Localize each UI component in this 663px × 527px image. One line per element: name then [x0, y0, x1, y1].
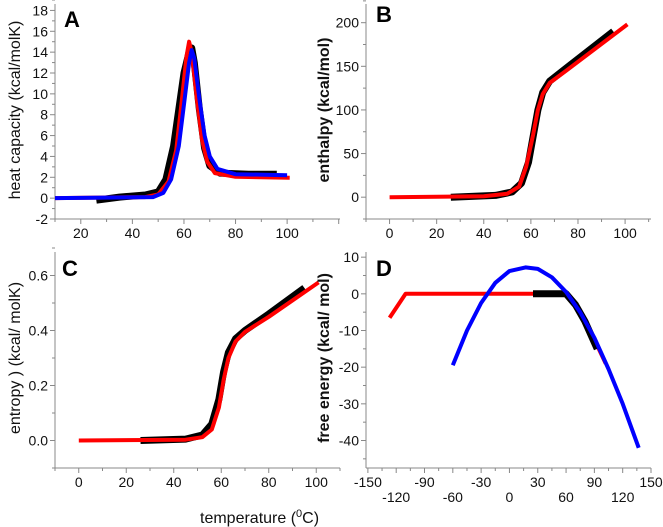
x-tick-label: 80	[228, 225, 244, 241]
panel-letter: D	[376, 256, 392, 281]
y-tick-label: 0.2	[29, 378, 49, 394]
x-tick-label: 40	[476, 225, 492, 241]
y-axis-label: entropy ) (kcal/ molK)	[7, 282, 24, 434]
y-tick-label: 0.4	[29, 323, 49, 339]
x-tick-label: 60	[213, 474, 229, 490]
x-tick-label: 0	[75, 474, 83, 490]
x-tick-label: 100	[613, 225, 637, 241]
x-tick-label: 60	[176, 225, 192, 241]
series-experimental	[450, 28, 616, 201]
y-tick-label: 8	[40, 107, 48, 123]
x-tick-label: 120	[611, 489, 635, 505]
y-tick-label: -40	[339, 433, 359, 449]
series-model-blue	[450, 265, 641, 449]
x-tick-label: 60	[558, 489, 574, 505]
x-axis-label: temperature (0C)	[200, 508, 319, 527]
y-axis-label: free energy (kcal/ mol)	[316, 273, 333, 443]
y-tick-label: 200	[336, 15, 360, 31]
y-axis-label: enthalpy (kcal/mol)	[316, 38, 333, 183]
x-tick-label: 20	[429, 225, 445, 241]
x-tick-label: -150	[354, 474, 382, 490]
x-tick-label: 100	[275, 225, 299, 241]
x-tick-label: -90	[414, 474, 434, 490]
y-tick-label: 18	[32, 2, 48, 18]
panel-letter: A	[64, 7, 80, 32]
series-model-red	[78, 280, 320, 443]
y-tick-label: 16	[32, 23, 48, 39]
x-tick-label: 40	[125, 225, 141, 241]
x-tick-label: 20	[73, 225, 89, 241]
x-tick-label: -120	[382, 489, 410, 505]
y-tick-label: 2	[40, 169, 48, 185]
y-tick-label: 0.0	[29, 433, 49, 449]
y-axis-label: heat capacity (kcal/molK)	[7, 21, 24, 200]
series-model-red	[54, 39, 290, 201]
y-tick-label: 0	[351, 286, 359, 302]
y-tick-label: 4	[40, 148, 48, 164]
x-tick-label: 150	[639, 474, 663, 490]
x-tick-label: 20	[118, 474, 134, 490]
series-experimental	[533, 290, 601, 351]
y-tick-label: 6	[40, 128, 48, 144]
y-tick-label: 12	[32, 65, 48, 81]
y-tick-label: 10	[32, 86, 48, 102]
y-tick-label: 10	[343, 249, 359, 265]
x-tick-label: -60	[443, 489, 463, 505]
y-tick-label: 0	[351, 189, 359, 205]
y-tick-label: 50	[343, 146, 359, 162]
x-tick-label: 80	[570, 225, 586, 241]
panel-letter: C	[62, 256, 78, 281]
y-tick-label: -20	[339, 359, 359, 375]
x-tick-label: -30	[471, 474, 491, 490]
x-tick-label: 0	[386, 225, 394, 241]
x-tick-label: 100	[305, 474, 329, 490]
x-tick-label: 60	[523, 225, 539, 241]
series-model-blue	[54, 48, 288, 201]
x-tick-label: 80	[261, 474, 277, 490]
y-tick-label: 150	[336, 58, 360, 74]
y-tick-label: 14	[32, 44, 48, 60]
x-tick-label: 0	[506, 489, 514, 505]
x-tick-label: 90	[587, 474, 603, 490]
series-model-red	[389, 22, 629, 200]
x-tick-label: 30	[530, 474, 546, 490]
y-tick-label: 0.6	[29, 268, 49, 284]
y-tick-label: -30	[339, 396, 359, 412]
y-tick-label: 0	[40, 190, 48, 206]
x-tick-label: 40	[166, 474, 182, 490]
panel-letter: B	[376, 2, 392, 27]
y-tick-label: -2	[36, 211, 49, 227]
y-tick-label: 100	[336, 102, 360, 118]
y-tick-label: -10	[339, 323, 359, 339]
